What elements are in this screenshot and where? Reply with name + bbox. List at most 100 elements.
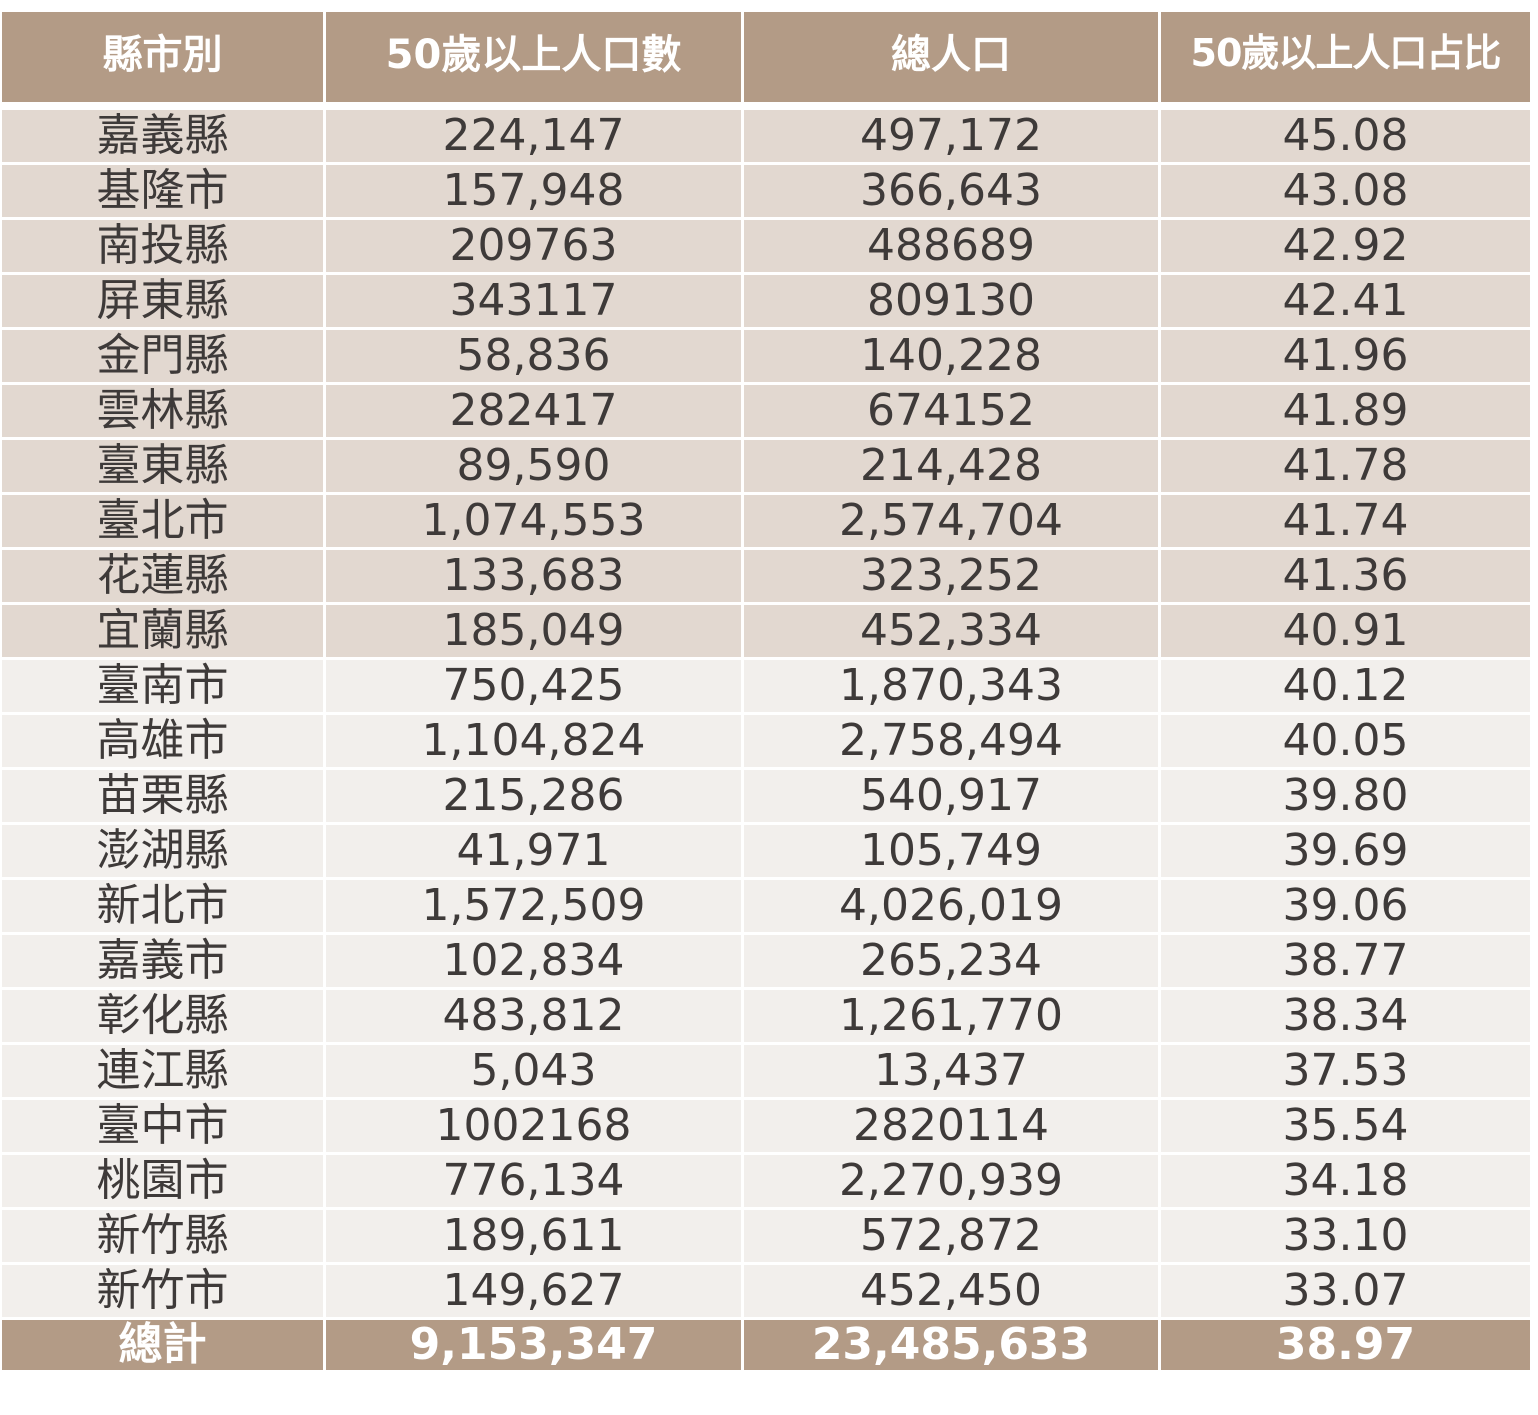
county-cell: 臺北市 bbox=[2, 495, 326, 550]
table-header: 縣市別 50歲以上人口數 總人口 50歲以上人口占比 bbox=[2, 12, 1530, 110]
county-cell: 高雄市 bbox=[2, 715, 326, 770]
ratio-cell: 41.96 bbox=[1161, 330, 1530, 385]
county-cell: 花蓮縣 bbox=[2, 550, 326, 605]
ratio-cell: 39.06 bbox=[1161, 880, 1530, 935]
ratio-cell: 33.07 bbox=[1161, 1265, 1530, 1320]
pop-50-plus-cell: 89,590 bbox=[326, 440, 744, 495]
total-pop-cell: 2,270,939 bbox=[744, 1155, 1161, 1210]
total-pop-cell: 497,172 bbox=[744, 110, 1161, 165]
total-pop-cell: 488689 bbox=[744, 220, 1161, 275]
total-ratio: 38.97 bbox=[1161, 1320, 1530, 1370]
ratio-cell: 40.12 bbox=[1161, 660, 1530, 715]
ratio-cell: 39.80 bbox=[1161, 770, 1530, 825]
total-pop-cell: 540,917 bbox=[744, 770, 1161, 825]
pop-50-plus-cell: 215,286 bbox=[326, 770, 744, 825]
total-pop-cell: 2,574,704 bbox=[744, 495, 1161, 550]
header-pop-50-plus: 50歲以上人口數 bbox=[326, 12, 744, 110]
ratio-cell: 42.92 bbox=[1161, 220, 1530, 275]
total-row: 總計 9,153,347 23,485,633 38.97 bbox=[2, 1320, 1530, 1370]
ratio-cell: 34.18 bbox=[1161, 1155, 1530, 1210]
county-cell: 屏東縣 bbox=[2, 275, 326, 330]
total-pop: 23,485,633 bbox=[744, 1320, 1161, 1370]
ratio-cell: 38.34 bbox=[1161, 990, 1530, 1045]
total-pop-cell: 4,026,019 bbox=[744, 880, 1161, 935]
table-row: 南投縣 209763 488689 42.92 bbox=[2, 220, 1530, 275]
pop-50-plus-cell: 41,971 bbox=[326, 825, 744, 880]
ratio-cell: 41.36 bbox=[1161, 550, 1530, 605]
ratio-cell: 41.78 bbox=[1161, 440, 1530, 495]
table-row: 高雄市 1,104,824 2,758,494 40.05 bbox=[2, 715, 1530, 770]
total-pop-cell: 572,872 bbox=[744, 1210, 1161, 1265]
county-cell: 臺南市 bbox=[2, 660, 326, 715]
table-row: 連江縣 5,043 13,437 37.53 bbox=[2, 1045, 1530, 1100]
pop-50-plus-cell: 5,043 bbox=[326, 1045, 744, 1100]
pop-50-plus-cell: 1,074,553 bbox=[326, 495, 744, 550]
table-row: 嘉義市 102,834 265,234 38.77 bbox=[2, 935, 1530, 990]
table-row: 宜蘭縣 185,049 452,334 40.91 bbox=[2, 605, 1530, 660]
table-row: 新北市 1,572,509 4,026,019 39.06 bbox=[2, 880, 1530, 935]
total-pop-cell: 13,437 bbox=[744, 1045, 1161, 1100]
ratio-cell: 37.53 bbox=[1161, 1045, 1530, 1100]
county-cell: 南投縣 bbox=[2, 220, 326, 275]
county-cell: 基隆市 bbox=[2, 165, 326, 220]
table-body: 嘉義縣 224,147 497,172 45.08 基隆市 157,948 366,643 4… bbox=[2, 110, 1530, 1320]
pop-50-plus-cell: 1,104,824 bbox=[326, 715, 744, 770]
total-pop-cell: 265,234 bbox=[744, 935, 1161, 990]
pop-50-plus-cell: 343117 bbox=[326, 275, 744, 330]
header-county: 縣市別 bbox=[2, 12, 326, 110]
county-cell: 桃園市 bbox=[2, 1155, 326, 1210]
pop-50-plus-cell: 750,425 bbox=[326, 660, 744, 715]
table-row: 澎湖縣 41,971 105,749 39.69 bbox=[2, 825, 1530, 880]
county-cell: 澎湖縣 bbox=[2, 825, 326, 880]
total-pop-cell: 1,870,343 bbox=[744, 660, 1161, 715]
county-cell: 新竹市 bbox=[2, 1265, 326, 1320]
county-cell: 臺中市 bbox=[2, 1100, 326, 1155]
pop-50-plus-cell: 185,049 bbox=[326, 605, 744, 660]
ratio-cell: 33.10 bbox=[1161, 1210, 1530, 1265]
ratio-cell: 41.89 bbox=[1161, 385, 1530, 440]
total-pop-50-plus: 9,153,347 bbox=[326, 1320, 744, 1370]
total-pop-cell: 2820114 bbox=[744, 1100, 1161, 1155]
county-cell: 金門縣 bbox=[2, 330, 326, 385]
pop-50-plus-cell: 209763 bbox=[326, 220, 744, 275]
ratio-cell: 40.05 bbox=[1161, 715, 1530, 770]
table-row: 新竹縣 189,611 572,872 33.10 bbox=[2, 1210, 1530, 1265]
table-row: 雲林縣 282417 674152 41.89 bbox=[2, 385, 1530, 440]
table-row: 臺北市 1,074,553 2,574,704 41.74 bbox=[2, 495, 1530, 550]
county-cell: 彰化縣 bbox=[2, 990, 326, 1045]
total-pop-cell: 674152 bbox=[744, 385, 1161, 440]
total-pop-cell: 105,749 bbox=[744, 825, 1161, 880]
pop-50-plus-cell: 224,147 bbox=[326, 110, 744, 165]
county-cell: 嘉義市 bbox=[2, 935, 326, 990]
ratio-cell: 43.08 bbox=[1161, 165, 1530, 220]
header-ratio-50-plus: 50歲以上人口占比 bbox=[1161, 12, 1530, 110]
pop-50-plus-cell: 149,627 bbox=[326, 1265, 744, 1320]
table-footer: 總計 9,153,347 23,485,633 38.97 bbox=[2, 1320, 1530, 1370]
table-row: 苗栗縣 215,286 540,917 39.80 bbox=[2, 770, 1530, 825]
table-row: 彰化縣 483,812 1,261,770 38.34 bbox=[2, 990, 1530, 1045]
total-pop-cell: 452,450 bbox=[744, 1265, 1161, 1320]
county-cell: 連江縣 bbox=[2, 1045, 326, 1100]
pop-50-plus-cell: 1002168 bbox=[326, 1100, 744, 1155]
pop-50-plus-cell: 483,812 bbox=[326, 990, 744, 1045]
county-cell: 新北市 bbox=[2, 880, 326, 935]
table-row: 花蓮縣 133,683 323,252 41.36 bbox=[2, 550, 1530, 605]
pop-50-plus-cell: 189,611 bbox=[326, 1210, 744, 1265]
table-row: 基隆市 157,948 366,643 43.08 bbox=[2, 165, 1530, 220]
total-pop-cell: 323,252 bbox=[744, 550, 1161, 605]
pop-50-plus-cell: 102,834 bbox=[326, 935, 744, 990]
pop-50-plus-cell: 133,683 bbox=[326, 550, 744, 605]
total-pop-cell: 140,228 bbox=[744, 330, 1161, 385]
table-row: 臺中市 1002168 2820114 35.54 bbox=[2, 1100, 1530, 1155]
ratio-cell: 42.41 bbox=[1161, 275, 1530, 330]
total-label: 總計 bbox=[2, 1320, 326, 1370]
ratio-cell: 45.08 bbox=[1161, 110, 1530, 165]
table-row: 桃園市 776,134 2,270,939 34.18 bbox=[2, 1155, 1530, 1210]
pop-50-plus-cell: 157,948 bbox=[326, 165, 744, 220]
table-row: 新竹市 149,627 452,450 33.07 bbox=[2, 1265, 1530, 1320]
ratio-cell: 40.91 bbox=[1161, 605, 1530, 660]
pop-50-plus-cell: 776,134 bbox=[326, 1155, 744, 1210]
total-pop-cell: 214,428 bbox=[744, 440, 1161, 495]
county-cell: 宜蘭縣 bbox=[2, 605, 326, 660]
ratio-cell: 38.77 bbox=[1161, 935, 1530, 990]
